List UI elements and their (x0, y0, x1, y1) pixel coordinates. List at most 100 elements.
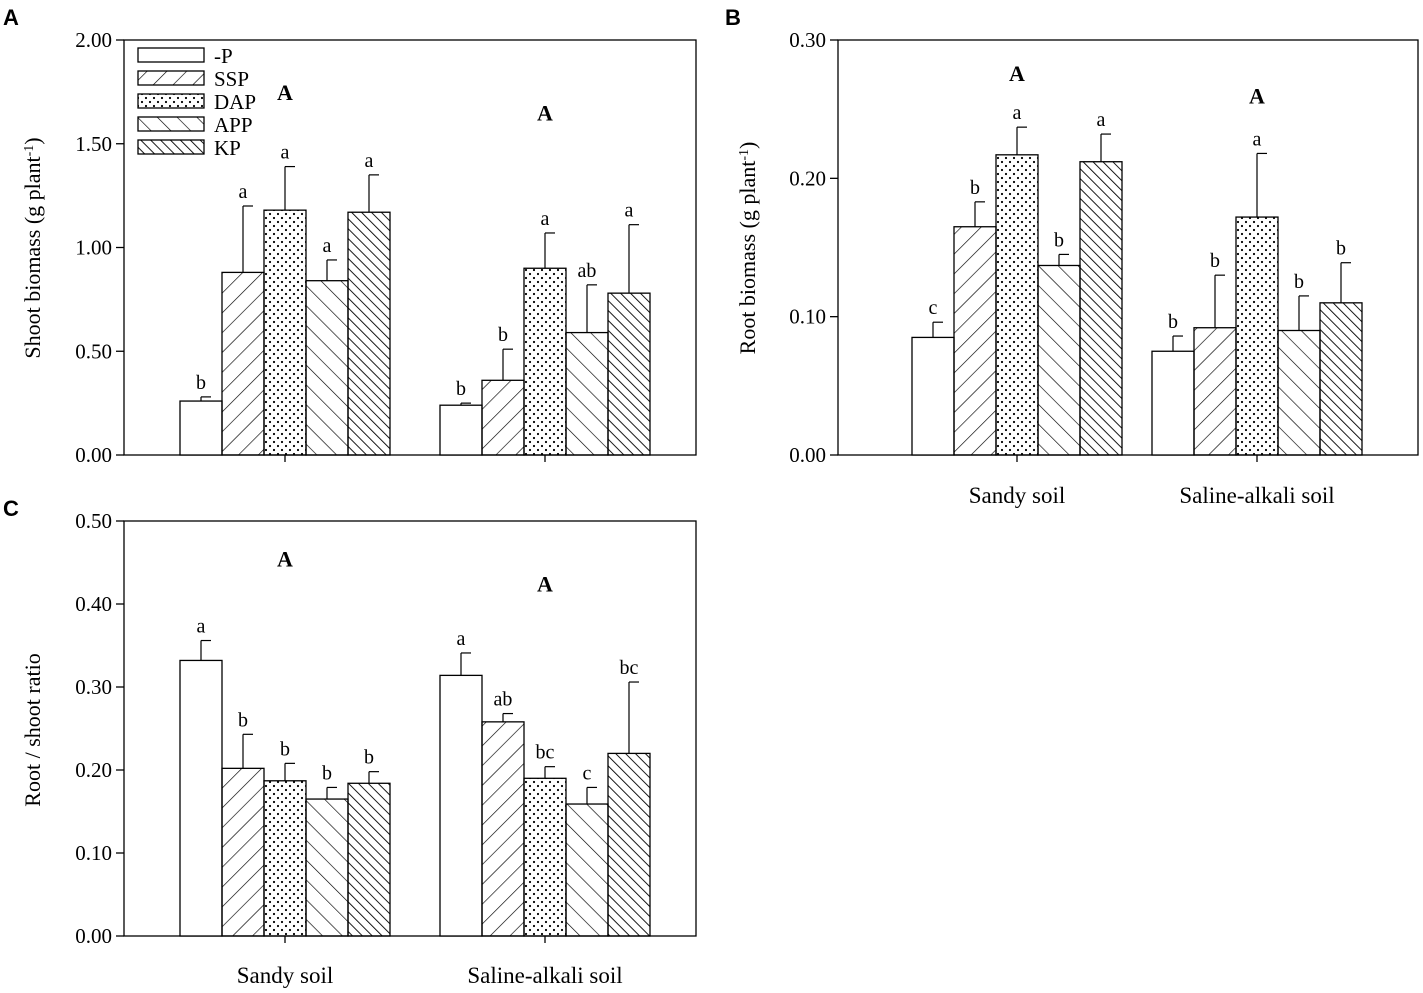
y-tick-label: 0.10 (75, 841, 112, 865)
significance-letter: bc (536, 742, 555, 764)
significance-letter: b (364, 747, 374, 769)
bar-DAP (523, 267, 567, 456)
group-letter: A (277, 80, 293, 105)
group-letter: A (1249, 83, 1265, 108)
y-tick-label: 0.20 (789, 166, 826, 190)
bar--P (439, 674, 483, 937)
y-tick-label: 0.00 (75, 443, 112, 467)
bar-SSP (481, 379, 525, 456)
y-tick-label: 0.10 (789, 305, 826, 329)
y-tick-label: 0.20 (75, 758, 112, 782)
y-tick-label: 2.00 (75, 28, 112, 52)
y-tick-label: 0.30 (789, 28, 826, 52)
bar-KP (607, 752, 651, 937)
significance-letter: a (1013, 102, 1022, 124)
bar-SSP (221, 271, 265, 456)
significance-letter: a (239, 181, 248, 203)
significance-letter: a (541, 208, 550, 230)
y-tick-label: 1.50 (75, 132, 112, 156)
significance-letter: b (238, 709, 248, 731)
y-axis-title: Root / shoot ratio (20, 653, 45, 806)
significance-letter: b (970, 177, 980, 199)
category-label: Sandy soil (237, 963, 333, 988)
legend-label: APP (214, 113, 253, 137)
panel-letter: C (3, 496, 19, 521)
significance-letter: a (197, 616, 206, 638)
significance-letter: b (456, 378, 466, 400)
significance-letter: c (583, 762, 592, 784)
panel-a-shoot-biomass: A 0.00 0.50 1.00 1.50 2.00 Shoot biomass (g pl… (3, 5, 697, 467)
bar--P (179, 400, 223, 456)
legend-swatch--P (137, 47, 205, 63)
y-axis-title: Shoot biomass (g plant-1) (20, 137, 45, 358)
bar-APP (565, 331, 609, 456)
significance-letter: b (196, 372, 206, 394)
bar-KP (607, 292, 651, 456)
bar-DAP (995, 154, 1039, 456)
significance-letter: a (281, 142, 290, 164)
group-letter: A (1009, 61, 1025, 86)
significance-letter: bc (620, 657, 639, 679)
bar--P (911, 336, 955, 456)
y-tick-label: 0.00 (75, 924, 112, 948)
panel-c-root-shoot-ratio: C 0.00 0.10 0.20 0.30 0.40 0.50 Root / shoot ra… (3, 496, 697, 988)
bar-SSP (481, 721, 525, 937)
y-axis-title: Root biomass (g plant-1) (735, 142, 760, 355)
bar-DAP (263, 780, 307, 937)
category-label: Saline-alkali soil (467, 963, 622, 988)
significance-letter: ab (578, 260, 597, 282)
bar-KP (347, 211, 391, 456)
significance-letter: a (457, 628, 466, 650)
significance-letter: a (1097, 109, 1106, 131)
bar-DAP (263, 209, 307, 456)
y-tick-label: 0.50 (75, 509, 112, 533)
y-tick-label: 0.00 (789, 443, 826, 467)
plot-frame (837, 39, 1419, 456)
y-tick-label: 0.40 (75, 592, 112, 616)
y-tick-label: 0.50 (75, 339, 112, 363)
legend-swatch-DAP (137, 93, 205, 109)
plot-frame (123, 520, 697, 937)
significance-letter: b (1168, 311, 1178, 333)
bar--P (439, 404, 483, 456)
significance-letter: b (1294, 271, 1304, 293)
bar-KP (1319, 302, 1363, 456)
bar-APP (305, 280, 349, 456)
significance-letter: b (280, 738, 290, 760)
bar-SSP (221, 767, 265, 937)
category-label: Saline-alkali soil (1179, 483, 1334, 508)
bar-KP (1079, 161, 1123, 456)
legend-swatch-SSP (137, 70, 205, 86)
significance-letter: c (929, 297, 938, 319)
significance-letter: b (498, 324, 508, 346)
significance-letter: b (1336, 238, 1346, 260)
panel-letter: B (725, 5, 741, 30)
significance-letter: b (322, 762, 332, 784)
y-tick-label: 1.00 (75, 236, 112, 260)
bar-APP (565, 803, 609, 937)
y-tick-label: 0.30 (75, 675, 112, 699)
panel-letter: A (3, 5, 19, 30)
panel-b-root-biomass: B 0.00 0.10 0.20 0.30 Root biomass (g plant-1… (725, 5, 1419, 508)
significance-letter: a (1253, 128, 1262, 150)
significance-letter: b (1054, 229, 1064, 251)
group-letter: A (537, 101, 553, 126)
significance-letter: ab (494, 689, 513, 711)
bar-DAP (523, 777, 567, 937)
category-label: Sandy soil (969, 483, 1065, 508)
legend-label: SSP (214, 67, 249, 91)
significance-letter: a (323, 235, 332, 257)
bar-SSP (1193, 327, 1237, 456)
legend-swatch-APP (137, 116, 205, 132)
significance-letter: b (1210, 250, 1220, 272)
legend-label: -P (214, 44, 233, 68)
bar--P (179, 659, 223, 937)
bar-APP (1037, 264, 1081, 456)
bar-SSP (953, 226, 997, 456)
bar--P (1151, 350, 1195, 456)
legend-label: KP (214, 136, 241, 160)
bar-APP (305, 798, 349, 937)
significance-letter: a (365, 150, 374, 172)
